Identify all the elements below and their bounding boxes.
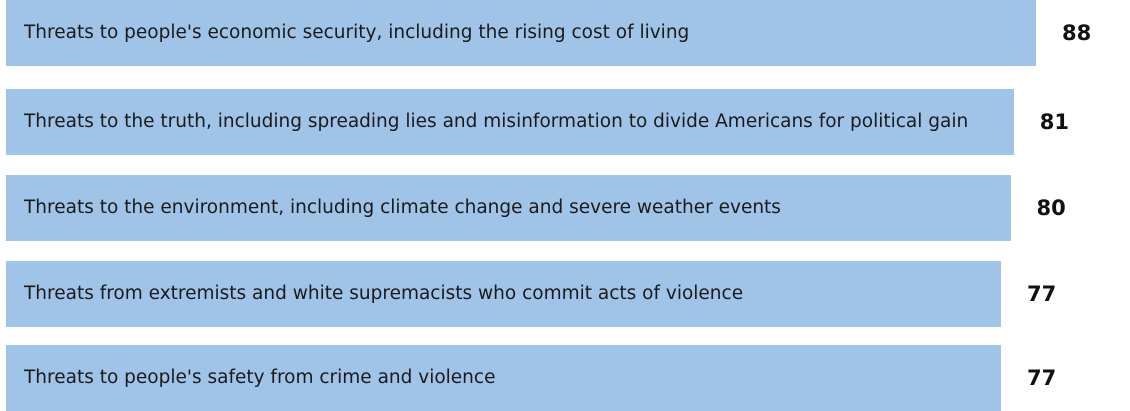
- bar: Threats to people's safety from crime an…: [6, 345, 1001, 411]
- bar-label: Threats to the truth, including spreadin…: [24, 111, 969, 132]
- value-label: 88: [1062, 21, 1092, 45]
- value-label: 77: [1027, 282, 1057, 306]
- value-label: 77: [1027, 366, 1057, 390]
- value-label: 80: [1036, 196, 1066, 220]
- bar: Threats to the truth, including spreadin…: [6, 89, 1014, 155]
- value-label: 81: [1039, 110, 1069, 134]
- bar: Threats to people's economic security, i…: [6, 0, 1036, 66]
- bar-label: Threats from extremists and white suprem…: [24, 283, 744, 304]
- bar-label: Threats to the environment, including cl…: [24, 197, 781, 218]
- bar-label: Threats to people's safety from crime an…: [24, 367, 496, 388]
- bar: Threats from extremists and white suprem…: [6, 261, 1001, 327]
- bar: Threats to the environment, including cl…: [6, 175, 1011, 241]
- bar-label: Threats to people's economic security, i…: [24, 22, 690, 43]
